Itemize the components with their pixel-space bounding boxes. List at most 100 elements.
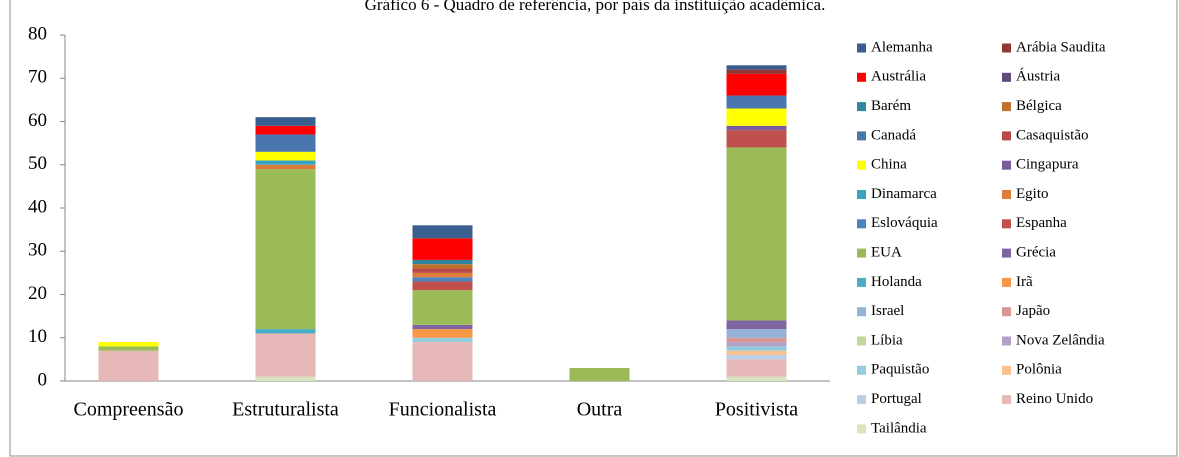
legend-label: Tailândia	[871, 420, 927, 436]
bar-segment	[255, 117, 316, 126]
bar-segment	[255, 160, 316, 165]
y-tick-label: 20	[28, 283, 47, 304]
bar-segment	[412, 277, 473, 282]
bar-segment	[255, 329, 316, 334]
legend-swatch	[1002, 277, 1011, 287]
bar-segment	[726, 346, 787, 351]
legend-swatch	[1002, 336, 1011, 346]
y-tick-label: 80	[28, 23, 47, 44]
legend-swatch	[857, 219, 866, 229]
y-tick-label: 0	[38, 369, 48, 390]
bar-segment	[255, 164, 316, 170]
legend-swatch	[1002, 219, 1011, 229]
legend-label: Arábia Saudita	[1016, 39, 1106, 55]
legend-label: Egito	[1016, 186, 1049, 202]
bar-segment	[255, 125, 316, 135]
bar-segment	[255, 151, 316, 161]
bar-segment	[98, 350, 159, 381]
legend-swatch	[857, 190, 866, 199]
legend-label: Paquistão	[871, 362, 929, 378]
bar-segment	[726, 342, 787, 347]
legend-label: Barém	[871, 98, 911, 114]
legend-label: Canadá	[871, 127, 916, 143]
x-tick-label: Outra	[577, 399, 623, 421]
legend-label: Israel	[871, 303, 904, 319]
legend-swatch	[857, 336, 866, 346]
bar-segment	[726, 359, 787, 377]
bar-segment	[255, 376, 316, 381]
bar-segment	[726, 73, 787, 96]
chart-title: Gráfico 6 - Quadro de referência, por pa…	[365, 0, 826, 14]
legend-swatch	[1002, 72, 1011, 82]
legend-label: Áustria	[1016, 68, 1061, 85]
legend-swatch	[857, 307, 866, 317]
y-tick-label: 40	[28, 196, 47, 217]
bar-segment	[726, 329, 787, 338]
legend-swatch	[1002, 190, 1011, 199]
bar-segment	[569, 368, 630, 381]
legend-label: Bélgica	[1016, 98, 1062, 114]
y-tick-label: 50	[28, 153, 47, 174]
bar-segment	[726, 125, 787, 131]
y-tick-label: 70	[28, 67, 47, 88]
bar-segment	[255, 333, 316, 377]
legend-swatch	[857, 277, 866, 287]
legend-label: Polônia	[1016, 362, 1062, 378]
legend-label: Reino Unido	[1016, 391, 1093, 407]
bar-segment	[412, 259, 473, 265]
legend-label: EUA	[871, 245, 902, 261]
legend-swatch	[857, 72, 866, 82]
x-tick-label: Funcionalista	[389, 399, 497, 421]
bar-segment	[412, 329, 473, 338]
bar-segment	[412, 268, 473, 273]
legend-swatch	[857, 160, 866, 170]
legend-swatch	[1002, 43, 1011, 53]
bar-segment	[412, 281, 473, 291]
bar-segment	[726, 350, 787, 356]
bar-segment	[412, 342, 473, 381]
legend-label: Nova Zelândia	[1016, 332, 1105, 348]
bar-segment	[726, 376, 787, 381]
x-tick-label: Estruturalista	[232, 399, 339, 421]
bar-segment	[412, 264, 473, 269]
legend-swatch	[1002, 131, 1011, 141]
legend-swatch	[857, 102, 866, 112]
legend-label: Irã	[1016, 274, 1033, 290]
bar-segment	[726, 130, 787, 148]
bar-segment	[726, 147, 787, 321]
legend-label: Dinamarca	[871, 186, 937, 202]
bar-segment	[726, 320, 787, 330]
legend-swatch	[1002, 307, 1011, 317]
legend-label: Portugal	[871, 391, 922, 407]
legend-swatch	[857, 424, 866, 434]
legend-label: Austrália	[871, 69, 926, 85]
legend-label: Eslováquia	[871, 215, 938, 231]
bar-segment	[412, 290, 473, 325]
y-tick-label: 10	[28, 326, 47, 347]
legend-swatch	[1002, 160, 1011, 170]
legend-label: Casaquistão	[1016, 127, 1089, 143]
legend-label: Cingapura	[1016, 157, 1079, 173]
bar-segment	[726, 337, 787, 343]
legend-swatch	[857, 131, 866, 141]
legend-label: Holanda	[871, 274, 922, 290]
legend-label: Alemanha	[871, 39, 933, 55]
bar-segment	[726, 95, 787, 109]
x-tick-label: Positivista	[715, 399, 798, 421]
legend-label: Espanha	[1016, 215, 1067, 231]
legend-swatch	[857, 365, 866, 375]
bar-segment	[412, 238, 473, 260]
y-tick-label: 60	[28, 110, 47, 131]
legend-swatch	[1002, 102, 1011, 112]
bar-segment	[726, 69, 787, 74]
x-tick-label: Compreensão	[74, 399, 184, 421]
bar-segment	[255, 134, 316, 152]
legend-swatch	[857, 43, 866, 53]
bar-segment	[98, 342, 159, 347]
bar-segment	[412, 225, 473, 239]
bar-segment	[412, 337, 473, 343]
legend-label: Japão	[1016, 303, 1050, 319]
bar-segment	[726, 108, 787, 126]
